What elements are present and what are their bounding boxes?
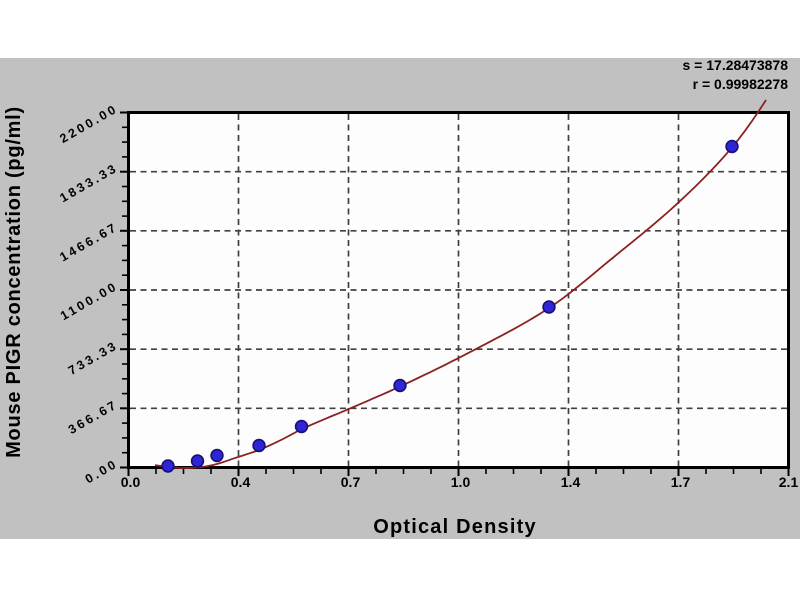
svg-text:1.0: 1.0 xyxy=(451,474,471,490)
svg-text:Mouse PIGR concentration (pg/: Mouse PIGR concentration (pg/ml) xyxy=(3,106,25,458)
svg-text:Optical Density: Optical Density xyxy=(373,516,537,538)
svg-text:1.7: 1.7 xyxy=(671,474,691,490)
svg-text:s = 17.28473878: s = 17.28473878 xyxy=(683,57,789,73)
svg-text:2.1: 2.1 xyxy=(779,474,799,490)
svg-text:0.0: 0.0 xyxy=(121,474,141,490)
svg-text:r = 0.99982278: r = 0.99982278 xyxy=(693,76,789,92)
svg-text:1.4: 1.4 xyxy=(561,474,581,490)
svg-text:0.4: 0.4 xyxy=(231,474,251,490)
svg-text:0.7: 0.7 xyxy=(341,474,361,490)
